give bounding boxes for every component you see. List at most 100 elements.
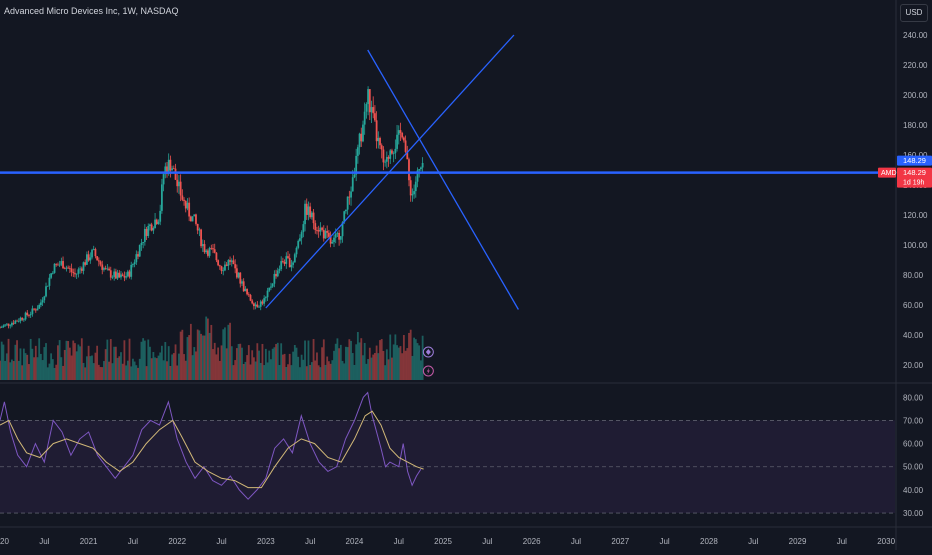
candle-body xyxy=(28,315,30,316)
candle-body xyxy=(149,224,151,226)
volume-bar xyxy=(397,347,400,380)
candle-body xyxy=(324,230,327,239)
volume-bar xyxy=(67,341,70,380)
volume-bar xyxy=(188,335,191,380)
volume-bar xyxy=(375,345,378,380)
candle-body xyxy=(86,254,88,265)
time-tick-label: 2020 xyxy=(0,537,9,546)
candle-body xyxy=(16,320,18,322)
volume-bar xyxy=(2,344,5,380)
volume-bar xyxy=(41,360,44,380)
currency-button[interactable]: USD xyxy=(900,4,928,22)
time-axis[interactable]: 2020 Jul 2021 Jul 2022 Jul 2023 Jul 2024 Jul 2025 J… xyxy=(0,537,896,546)
candle-body xyxy=(242,281,245,292)
volume-bar xyxy=(242,363,245,380)
candles[interactable] xyxy=(0,86,424,329)
volume-bar xyxy=(421,335,424,380)
candle-body xyxy=(157,221,160,224)
candle-body xyxy=(68,268,71,270)
time-tick-label: Jul xyxy=(482,537,492,546)
volume-bars xyxy=(0,316,424,380)
candle-body xyxy=(215,252,218,261)
candle-body xyxy=(39,302,42,305)
time-tick-label: 2025 xyxy=(434,537,452,546)
volume-bar xyxy=(380,339,383,380)
candle-body xyxy=(193,214,196,217)
time-tick-label: Jul xyxy=(128,537,138,546)
volume-bar xyxy=(264,348,267,380)
volume-bar xyxy=(26,354,29,380)
volume-bar xyxy=(138,358,141,380)
candle-body xyxy=(300,232,303,239)
candle-body xyxy=(167,159,170,174)
drawings[interactable] xyxy=(0,34,895,310)
volume-bar xyxy=(254,361,257,380)
volume-bar xyxy=(58,340,61,380)
candle-body xyxy=(104,268,107,269)
volume-bar xyxy=(246,355,248,380)
candle-body xyxy=(350,191,352,198)
candle-body xyxy=(353,174,356,178)
volume-bar xyxy=(133,361,136,380)
candle-body xyxy=(145,228,148,236)
volume-bar xyxy=(0,360,1,380)
volume-bar xyxy=(16,340,18,380)
trend-line-drawing xyxy=(367,49,519,310)
volume-bar xyxy=(253,357,255,380)
volume-bar xyxy=(169,365,172,380)
candle-body xyxy=(75,273,78,275)
volume-bar xyxy=(108,361,110,380)
volume-bar xyxy=(346,347,349,380)
candle-body xyxy=(239,272,242,284)
volume-bar xyxy=(244,361,247,380)
volume-bar xyxy=(281,354,284,380)
volume-bar xyxy=(348,339,351,380)
volume-bar xyxy=(333,350,335,380)
candle-body xyxy=(259,301,262,307)
volume-bar xyxy=(96,345,99,380)
candle-body xyxy=(299,238,301,241)
volume-bar xyxy=(355,344,358,380)
candle-body xyxy=(399,130,402,133)
volume-bar xyxy=(174,344,177,380)
volume-bar xyxy=(263,365,266,380)
candle-body xyxy=(179,181,182,196)
candle-body xyxy=(276,270,279,277)
volume-bar xyxy=(237,344,240,380)
candle-body xyxy=(409,180,412,196)
symbol-title[interactable]: Advanced Micro Devices Inc, 1W, NASDAQ xyxy=(4,6,179,16)
volume-bar xyxy=(261,343,264,380)
volume-bar xyxy=(89,356,92,380)
volume-bar xyxy=(203,335,206,380)
volume-bar xyxy=(28,364,30,380)
candle-body xyxy=(319,227,322,232)
time-tick-label: 2021 xyxy=(80,537,98,546)
rsi-tick-label: 80.00 xyxy=(903,393,924,402)
candle-body xyxy=(210,247,213,249)
volume-bar xyxy=(220,345,223,380)
price-tick-label: 40.00 xyxy=(903,331,924,340)
time-tick-label: Jul xyxy=(394,537,404,546)
candle-body xyxy=(314,223,317,231)
volume-bar xyxy=(215,354,218,380)
volume-bar xyxy=(234,360,237,380)
candle-body xyxy=(164,166,167,175)
candle-body xyxy=(65,267,68,269)
volume-bar xyxy=(414,339,417,380)
volume-bar xyxy=(365,363,368,380)
candle-body xyxy=(355,155,358,175)
volume-bar xyxy=(22,348,25,380)
volume-bar xyxy=(152,352,155,380)
volume-bar xyxy=(55,364,58,380)
candle-body xyxy=(384,161,387,163)
volume-bar xyxy=(222,329,225,380)
candle-body xyxy=(53,263,56,273)
candle-body xyxy=(138,245,141,257)
trend-line-drawing xyxy=(265,34,515,309)
candle-body xyxy=(406,151,409,160)
candle-body xyxy=(222,270,225,272)
volume-bar xyxy=(181,329,184,380)
candle-body xyxy=(389,150,392,159)
